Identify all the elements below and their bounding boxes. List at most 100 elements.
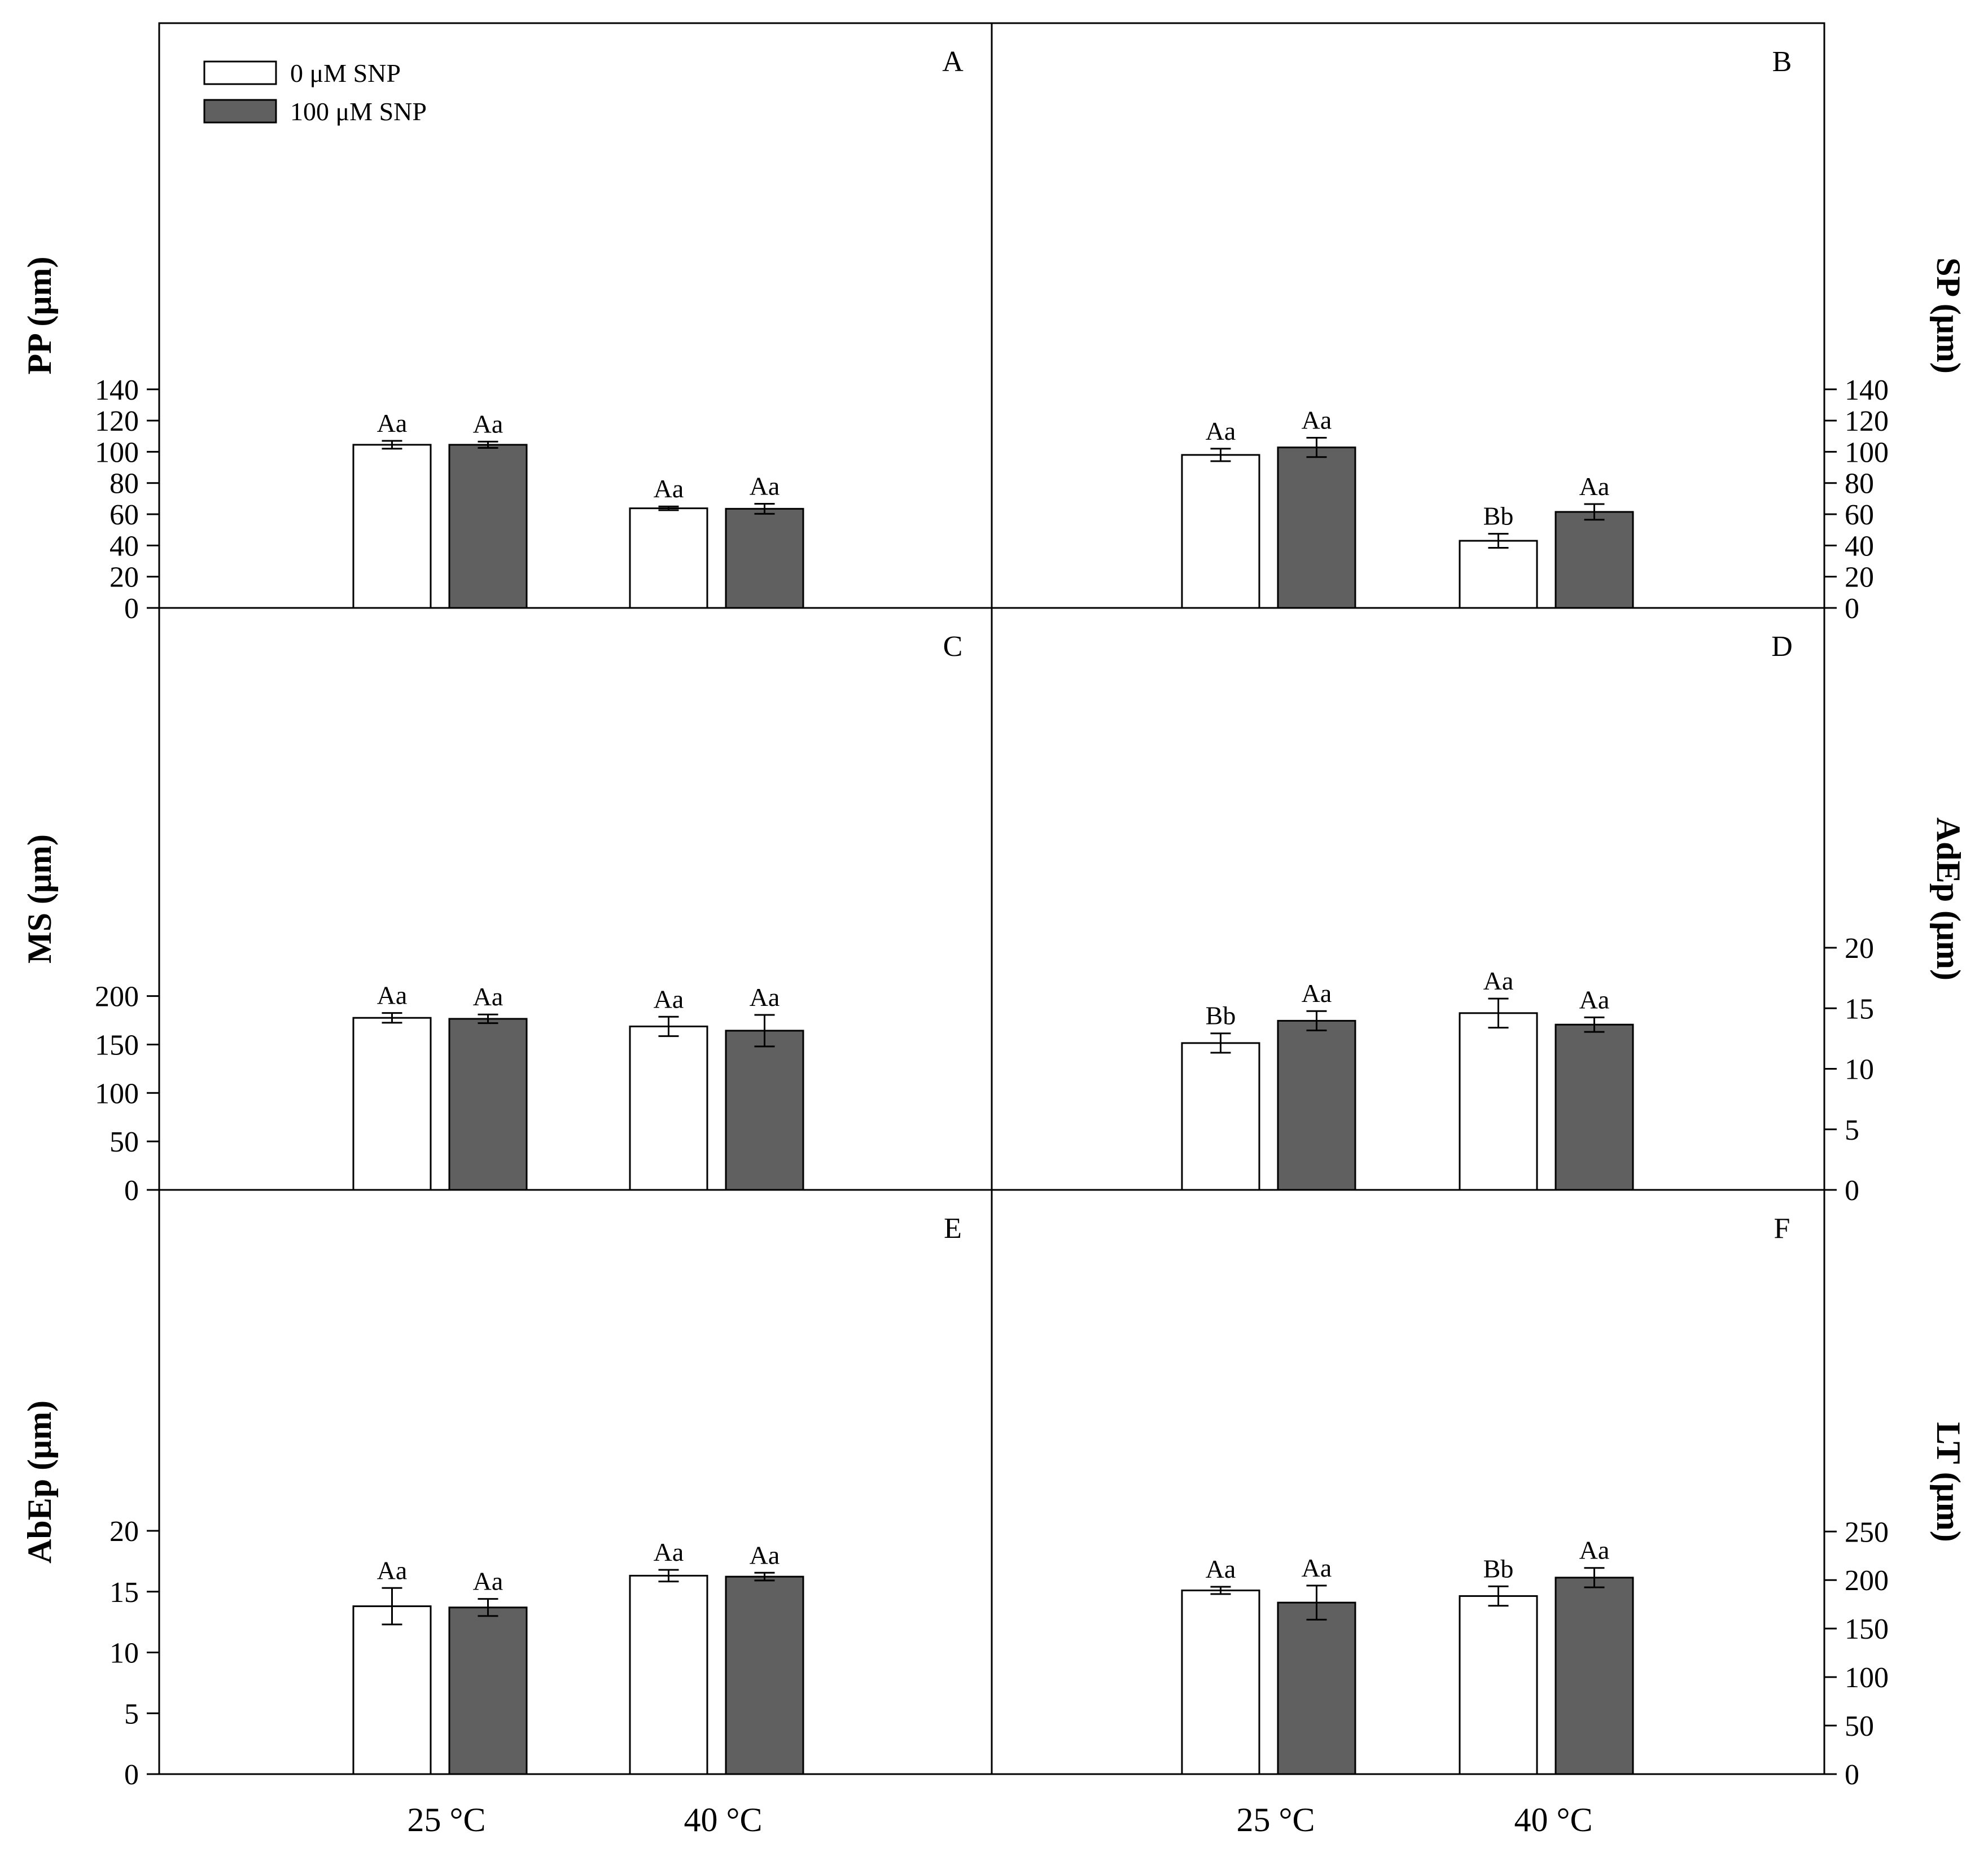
sig-label-B-cat0-series0: Aa: [654, 474, 684, 503]
y-tick-label-E-20: 20: [110, 1516, 139, 1548]
panel-frame-A: [158, 22, 993, 609]
sig-label-E-cat0-series0: Aa: [377, 1556, 408, 1584]
sig-label-C-cat0-series1: Aa: [473, 982, 503, 1011]
y-tick-label-D-15: 15: [1845, 993, 1874, 1025]
sig-label-C-cat1-series0: Bb: [1206, 1001, 1236, 1030]
sig-label-D-cat0-series1: Aa: [750, 983, 780, 1012]
panel-frame-C: [158, 607, 993, 1191]
bar-D-cat0-series1: [725, 1030, 804, 1191]
y-tick-label-A-60: 60: [110, 499, 139, 531]
y-axis-title-F: LT (μm): [1930, 1422, 1967, 1542]
bar-F-cat1-series0: [1459, 1595, 1538, 1775]
panel-frame-D: [991, 607, 1825, 1191]
y-tick-label-A-80: 80: [110, 468, 139, 500]
sig-label-A-cat0-series0: Aa: [377, 409, 408, 437]
bar-E-cat0-series0: [352, 1605, 432, 1775]
y-tick-label-D-5: 5: [1845, 1114, 1859, 1146]
y-tick-label-C-150: 150: [95, 1029, 139, 1061]
y-tick-label-E-15: 15: [110, 1577, 139, 1609]
y-tick-label-A-40: 40: [110, 530, 139, 562]
sig-label-A-cat1-series1: Aa: [1302, 406, 1332, 435]
y-tick-label-F-0: 0: [1845, 1759, 1859, 1791]
panel-frame-E: [158, 1189, 993, 1775]
sig-label-F-cat0-series1: Aa: [750, 1540, 780, 1569]
y-tick-label-C-100: 100: [95, 1078, 139, 1110]
bar-C-cat1-series1: [1277, 1019, 1356, 1191]
y-tick-label-B-100: 100: [1845, 436, 1889, 469]
y-tick-label-D-0: 0: [1845, 1175, 1859, 1207]
legend: 0 μM SNP 100 μM SNP: [203, 59, 427, 126]
bar-A-cat1-series0: [1181, 454, 1260, 609]
sig-label-D-cat1-series1: Aa: [1579, 985, 1610, 1014]
bar-D-cat1-series0: [1459, 1012, 1538, 1191]
y-tick-label-B-60: 60: [1845, 499, 1874, 531]
y-tick-label-A-20: 20: [110, 562, 139, 594]
panel-letter-F: F: [1774, 1212, 1790, 1245]
sig-label-C-cat1-series1: Aa: [1302, 979, 1332, 1008]
y-tick-label-B-140: 140: [1845, 374, 1889, 406]
bar-B-cat1-series1: [1555, 511, 1634, 609]
y-tick-label-D-10: 10: [1845, 1054, 1874, 1086]
bar-F-cat0-series0: [629, 1574, 708, 1775]
sig-label-A-cat1-series0: Aa: [1206, 417, 1236, 445]
bar-B-cat1-series0: [1459, 540, 1538, 609]
sig-label-F-cat1-series0: Bb: [1483, 1554, 1514, 1583]
x-label-25c-right: 25 °C: [1236, 1801, 1315, 1838]
sig-label-D-cat1-series0: Aa: [1483, 966, 1514, 995]
y-tick-label-B-0: 0: [1845, 593, 1859, 625]
legend-swatch-0-snp: [203, 60, 277, 85]
x-label-25c-left: 25 °C: [407, 1801, 485, 1838]
sig-label-D-cat0-series0: Aa: [654, 984, 684, 1013]
y-tick-label-B-20: 20: [1845, 562, 1874, 594]
bar-F-cat1-series1: [1555, 1577, 1634, 1775]
bar-E-cat1-series1: [1277, 1601, 1356, 1775]
y-tick-label-A-100: 100: [95, 436, 139, 469]
panel-letter-A: A: [942, 46, 964, 78]
bar-C-cat1-series0: [1181, 1042, 1260, 1191]
y-axis-title-E: AbEp (μm): [21, 1400, 58, 1564]
panel-letter-E: E: [944, 1212, 962, 1245]
y-axis-title-B: SP (μm): [1930, 257, 1967, 374]
bar-B-cat0-series0: [629, 507, 708, 609]
bar-C-cat0-series1: [448, 1018, 528, 1191]
y-axis-title-D: AdEp (μm): [1930, 817, 1967, 980]
legend-label-0-snp: 0 μM SNP: [290, 59, 401, 87]
y-tick-label-D-20: 20: [1845, 932, 1874, 965]
bar-D-cat1-series1: [1555, 1023, 1634, 1191]
bar-D-cat0-series0: [629, 1025, 708, 1191]
y-tick-label-E-5: 5: [124, 1698, 139, 1730]
panel-C: 0 50 100 150 200 MS (μm) C Aa Aa Bb Aa: [21, 607, 1356, 1207]
y-axis-title-A: PP (μm): [21, 257, 58, 375]
bar-F-cat0-series1: [725, 1575, 804, 1775]
panel-letter-D: D: [1771, 631, 1793, 663]
bar-E-cat1-series0: [1181, 1590, 1260, 1775]
sig-label-B-cat0-series1: Aa: [750, 472, 780, 501]
bar-A-cat0-series1: [448, 444, 528, 609]
y-tick-label-B-120: 120: [1845, 405, 1889, 437]
bar-C-cat0-series0: [352, 1017, 432, 1191]
y-tick-label-F-200: 200: [1845, 1565, 1889, 1597]
bar-E-cat0-series1: [448, 1606, 528, 1775]
y-tick-label-A-0: 0: [124, 593, 139, 625]
y-tick-label-B-80: 80: [1845, 468, 1874, 500]
legend-label-100-snp: 100 μM SNP: [290, 97, 427, 126]
y-tick-label-E-10: 10: [110, 1638, 139, 1670]
y-tick-label-F-50: 50: [1845, 1710, 1874, 1742]
y-tick-label-C-0: 0: [124, 1175, 139, 1207]
y-tick-label-B-40: 40: [1845, 530, 1874, 562]
sig-label-E-cat0-series1: Aa: [473, 1567, 503, 1596]
panel-F: 0 50 100 150 200 250 LT (μm) F Aa Aa Bb Aa: [629, 1189, 1967, 1791]
y-axis-title-C: MS (μm): [21, 834, 58, 964]
x-label-40c-left: 40 °C: [684, 1801, 762, 1838]
y-tick-label-F-250: 250: [1845, 1516, 1889, 1548]
sig-label-F-cat0-series0: Aa: [654, 1538, 684, 1566]
y-tick-label-A-120: 120: [95, 405, 139, 437]
x-category-labels: 25 °C 40 °C 25 °C 40 °C: [407, 1801, 1592, 1838]
y-tick-label-C-200: 200: [95, 981, 139, 1013]
sig-label-B-cat1-series1: Aa: [1579, 472, 1610, 501]
panel-E: 0 5 10 15 20 AbEp (μm) E Aa Aa Aa Aa: [21, 1189, 1356, 1791]
panel-frame-B: [991, 22, 1825, 609]
legend-swatch-100-snp: [203, 99, 277, 124]
